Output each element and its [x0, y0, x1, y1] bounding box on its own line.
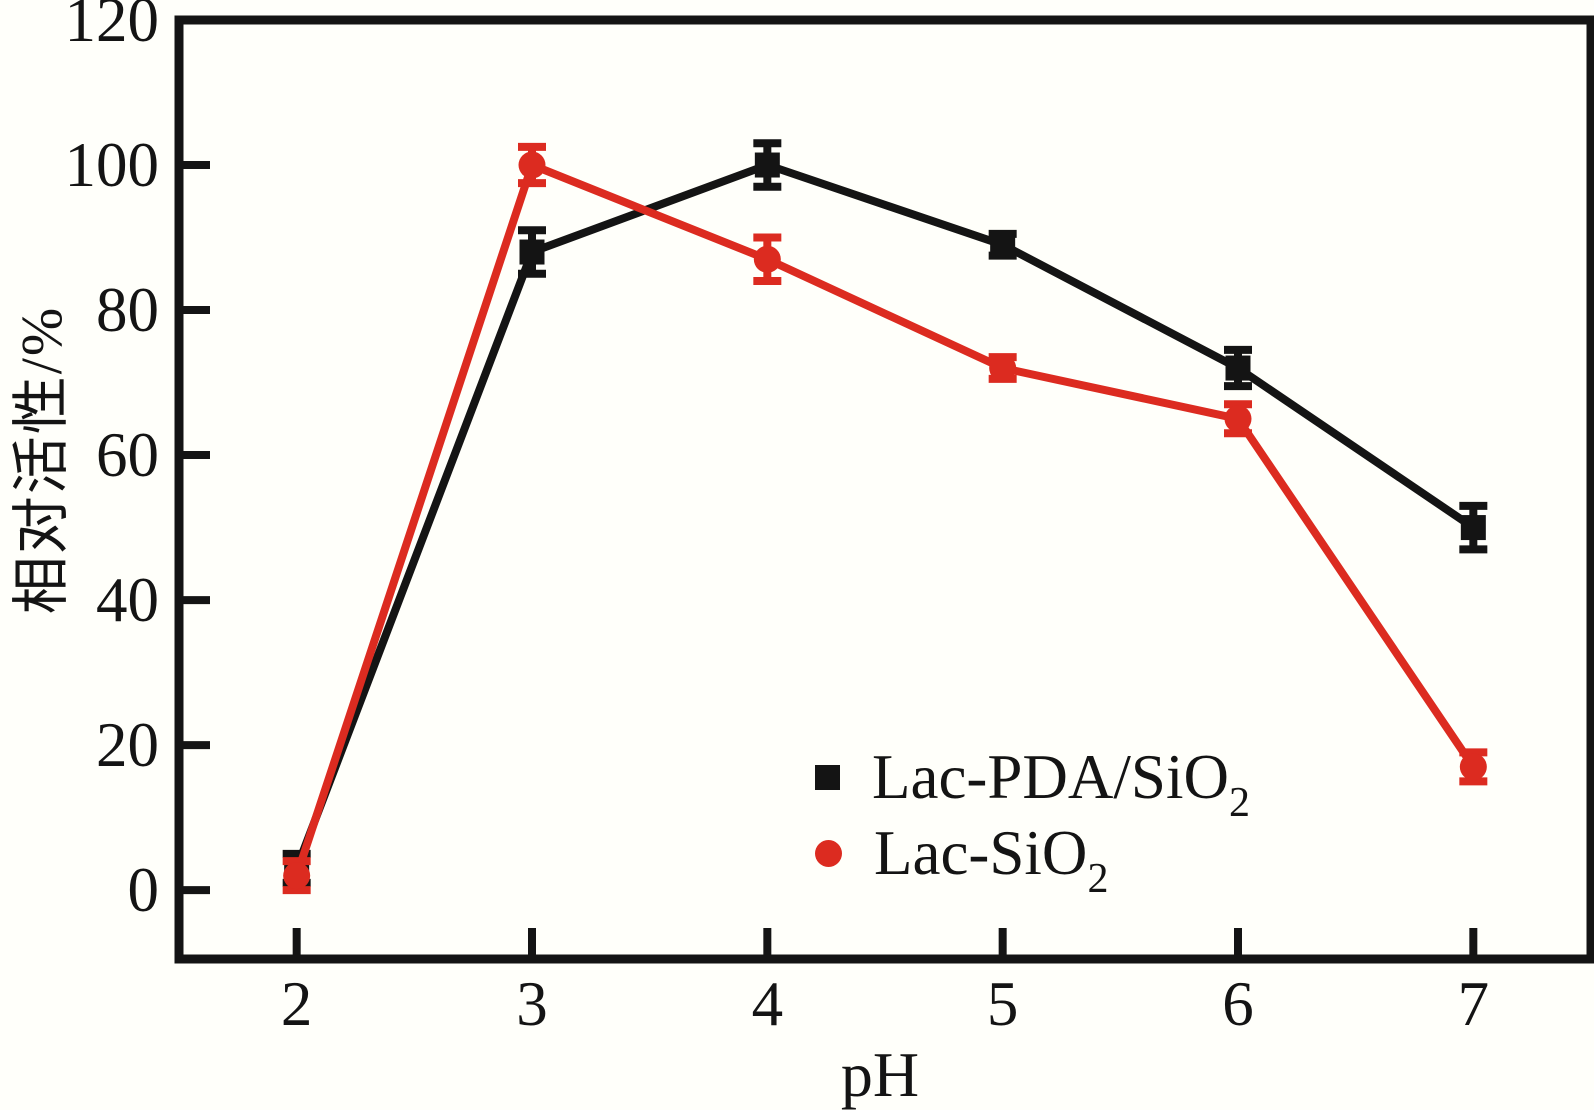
legend-label-lac-sio2: Lac-SiO2 [874, 817, 1109, 903]
legend-item-lac-pda-sio2: Lac-PDA/SiO2 [815, 739, 1250, 827]
lac-sio2-line [292, 161, 1477, 877]
plot-frame [174, 15, 1594, 964]
x-axis-title: pH [840, 1039, 920, 1110]
lac-pda-sio2-marker [519, 239, 545, 265]
lac-pda-sio2-marker [1225, 355, 1251, 381]
x-tick-label: 5 [987, 969, 1019, 1039]
x-tick-label: 6 [1222, 969, 1254, 1039]
x-tick-label: 4 [752, 969, 784, 1039]
lac-sio2-marker [753, 245, 781, 273]
y-tick-label: 60 [96, 420, 159, 490]
lac-pda-sio2-marker [754, 152, 780, 178]
lac-pda-sio2-line [292, 161, 1476, 870]
lac-sio2-marker [1224, 405, 1252, 433]
lac-pda-sio2-marker [1460, 515, 1486, 541]
legend-circle-marker-icon [815, 839, 842, 867]
lac-sio2-marker [1459, 753, 1487, 781]
lac-sio2-marker [283, 862, 311, 890]
y-tick-label: 80 [96, 275, 159, 345]
x-tick-label: 3 [516, 969, 548, 1039]
y-tick-label: 40 [96, 565, 159, 635]
y-tick-label: 100 [65, 130, 160, 200]
legend-item-lac-sio2: Lac-SiO2 [815, 815, 1250, 903]
x-tick-label: 2 [281, 969, 313, 1039]
lac-sio2-marker [518, 151, 546, 179]
lac-pda-sio2-marker [990, 232, 1016, 258]
y-tick-label: 0 [128, 855, 160, 925]
legend: Lac-PDA/SiO2 Lac-SiO2 [815, 739, 1250, 903]
lac-sio2-marker [989, 354, 1017, 382]
y-axis-title: 相对活性/% [9, 305, 74, 615]
y-tick-label: 120 [65, 0, 160, 55]
x-tick-label: 7 [1458, 969, 1490, 1039]
legend-label-lac-pda-sio2: Lac-PDA/SiO2 [872, 741, 1250, 827]
legend-square-marker-icon [815, 764, 840, 790]
y-tick-label: 20 [96, 710, 159, 780]
